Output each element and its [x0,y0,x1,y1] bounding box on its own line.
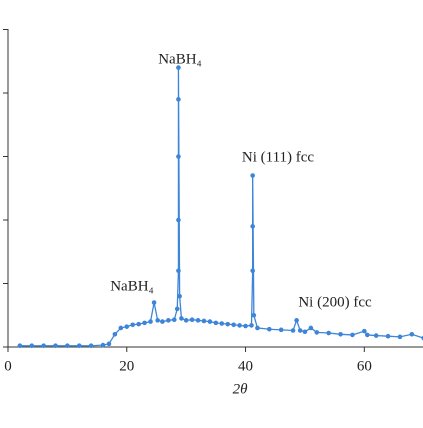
data-point [106,341,112,347]
data-point [183,318,189,323]
data-point [176,97,181,102]
x-axis-label: 2θ [233,381,249,397]
data-point [176,268,181,274]
data-point [250,173,255,178]
data-point [243,323,248,329]
data-point [151,300,157,305]
data-point [118,325,124,331]
data-point [176,65,181,70]
data-point [219,321,225,326]
data-point [362,328,367,334]
data-point [314,330,320,335]
data-point [29,343,35,349]
data-point [294,318,299,323]
data-point [225,321,231,327]
data-point [207,319,213,324]
data-point [302,329,308,335]
annotation: Ni (200) fcc [298,294,372,310]
data-point [237,323,242,328]
data-point [201,318,207,324]
annotation: Ni (111) fcc [242,149,315,165]
data-point [160,319,165,324]
data-point [65,343,70,349]
data-point [166,318,171,323]
data-point [338,332,343,337]
data-point [249,323,254,328]
data-point [326,330,331,336]
annotation: NaBH₄ [110,278,154,294]
data-point [155,318,160,323]
data-point [17,343,23,349]
data-point [250,224,255,229]
data-point [409,332,415,337]
data-point [231,322,236,328]
data-point [76,343,82,349]
data-point [148,319,153,324]
x-tick-label: 20 [119,358,134,374]
data-point [100,342,106,348]
data-point [112,332,118,337]
data-point [130,322,136,328]
x-tick-label: 60 [357,358,372,374]
data-point [255,325,260,331]
data-point [179,316,184,321]
data-point [177,293,182,299]
data-point [364,332,370,338]
data-point [41,343,46,349]
data-point [385,333,391,339]
data-point [189,317,195,322]
annotation: NaBH₄ [158,51,202,67]
data-point [250,268,255,274]
data-point [373,333,379,338]
data-point [53,343,58,349]
data-point [290,328,296,333]
data-point [251,312,257,318]
data-point [195,318,201,323]
data-point [136,321,141,327]
data-point [171,317,177,322]
data-point [297,328,303,333]
data-point [174,306,180,312]
data-point [278,327,284,333]
x-tick-label: 0 [4,358,12,374]
data-point [124,324,130,329]
data-point [142,320,147,326]
data-point [176,154,181,159]
data-point [88,343,94,349]
data-line [19,67,423,347]
data-point [176,217,181,223]
data-point [397,334,403,340]
data-point [308,325,314,331]
data-point [350,332,355,338]
x-tick-label: 40 [238,358,253,374]
data-point [213,320,219,326]
data-point [266,326,272,332]
